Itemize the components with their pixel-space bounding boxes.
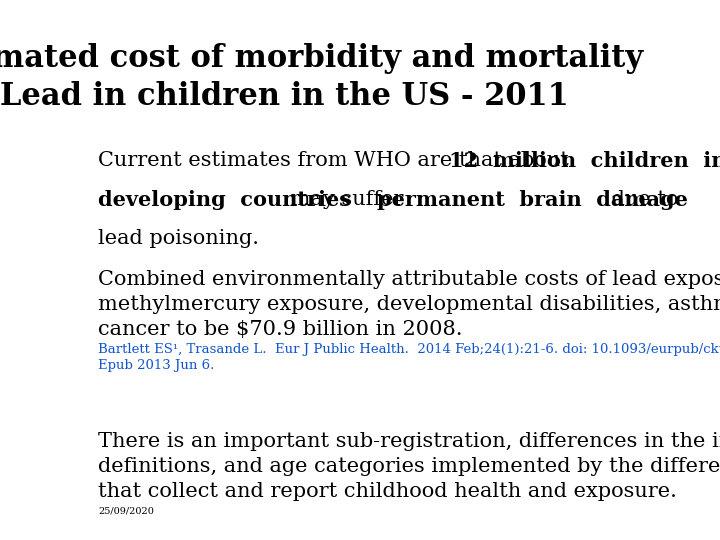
Text: Bartlett ES¹, Trasande L.  Eur J Public Health.  2014 Feb;24(1):21-6. doi: 10.10: Bartlett ES¹, Trasande L. Eur J Public H… <box>98 343 720 372</box>
Text: developing  countries: developing countries <box>98 190 351 210</box>
Text: due to: due to <box>605 190 678 209</box>
Text: permanent  brain  damage: permanent brain damage <box>377 190 688 210</box>
Text: lead poisoning.: lead poisoning. <box>98 229 259 248</box>
Text: may suffer: may suffer <box>284 190 410 209</box>
Text: Current estimates from WHO are that about: Current estimates from WHO are that abou… <box>98 151 575 170</box>
Text: There is an important sub-registration, differences in the indicators,
definitio: There is an important sub-registration, … <box>98 432 720 501</box>
Text: Combined environmentally attributable costs of lead exposure,
methylmercury expo: Combined environmentally attributable co… <box>98 270 720 339</box>
Text: Estimated cost of morbidity and mortality
Lead in children in the US - 2011: Estimated cost of morbidity and mortalit… <box>0 43 643 112</box>
Text: 25/09/2020: 25/09/2020 <box>98 507 154 516</box>
Text: 12  million  children  in: 12 million children in <box>449 151 720 171</box>
